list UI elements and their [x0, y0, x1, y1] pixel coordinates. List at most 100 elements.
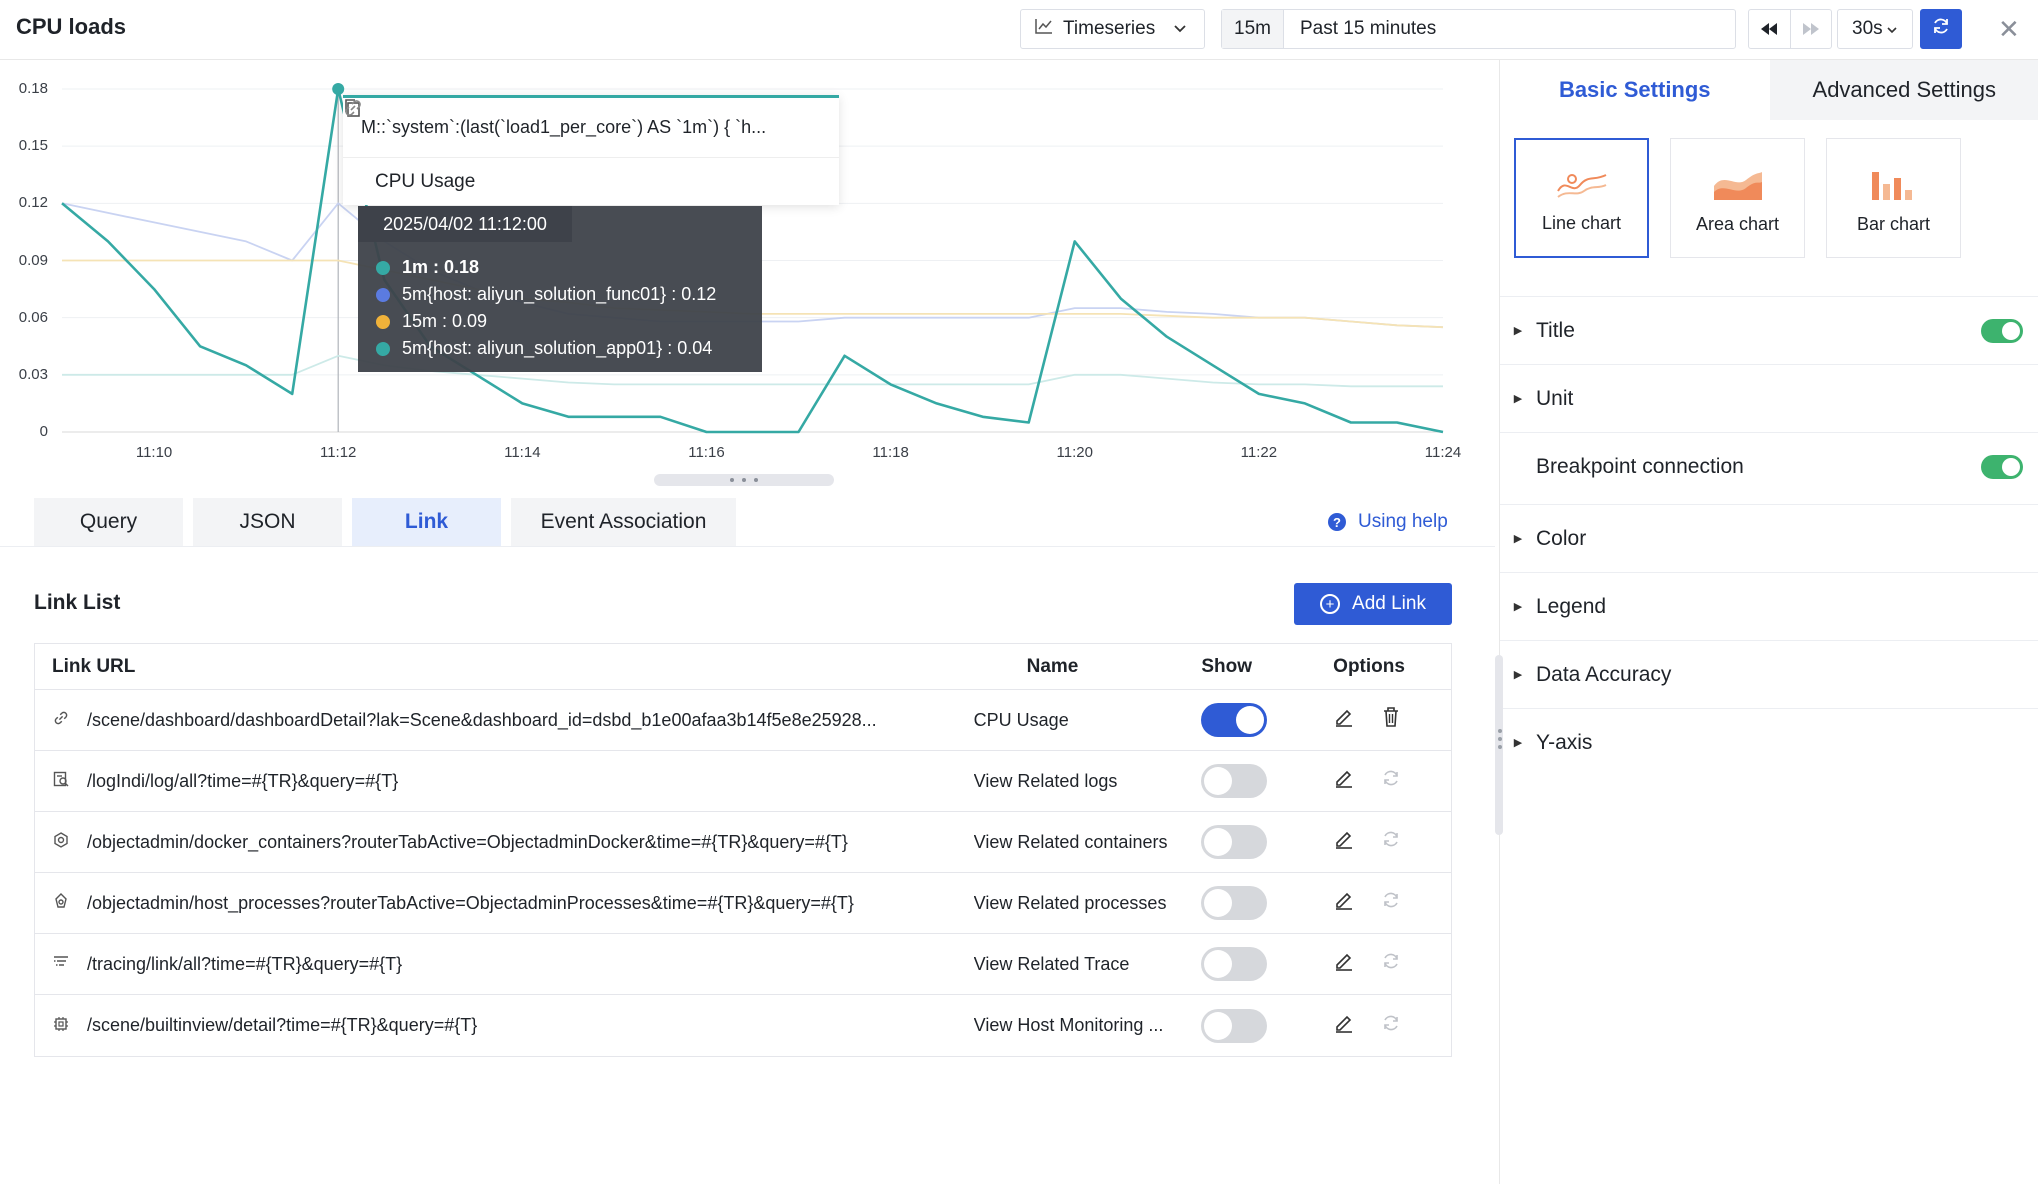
series-popover: M::`system`:(last(`load1_per_core`) AS `…: [343, 95, 839, 205]
options-cell: [1321, 767, 1451, 795]
tab-event-association[interactable]: Event Association: [511, 498, 736, 546]
tab-json[interactable]: JSON: [193, 498, 342, 546]
trash-icon[interactable]: [1381, 706, 1401, 734]
popover-link-label: CPU Usage: [375, 170, 476, 192]
reset-icon[interactable]: [1381, 1013, 1401, 1039]
options-cell: [1321, 950, 1451, 978]
chart-type-area[interactable]: Area chart: [1670, 138, 1805, 258]
series-line-3[interactable]: [62, 354, 1443, 388]
tooltip-item: 1m : 0.18: [376, 254, 716, 281]
caret-right-icon: ▶: [1513, 325, 1523, 337]
tooltip-item: 5m{host: aliyun_solution_app01} : 0.04: [376, 335, 716, 362]
table-row: /objectadmin/host_processes?routerTabAct…: [35, 873, 1451, 934]
show-toggle[interactable]: [1201, 825, 1268, 859]
tab-advanced-settings[interactable]: Advanced Settings: [1769, 60, 2038, 120]
setting-breakpoint-connection[interactable]: Breakpoint connection: [1500, 432, 2038, 500]
show-cell: [1201, 886, 1321, 920]
edit-icon[interactable]: [1333, 1012, 1355, 1040]
caret-right-icon: ▶: [1513, 533, 1523, 545]
link-url-cell: /objectadmin/docker_containers?routerTab…: [35, 832, 974, 853]
link-url: /scene/dashboard/dashboardDetail?lak=Sce…: [87, 709, 877, 730]
editor-tabs: Query JSON Link Event Association: [34, 498, 736, 546]
edit-icon[interactable]: [1333, 889, 1355, 917]
reset-icon[interactable]: [1381, 768, 1401, 794]
time-range-picker[interactable]: 15m Past 15 minutes: [1221, 9, 1736, 49]
series-line-0[interactable]: [61, 87, 1444, 434]
link-url-cell: /logIndi/log/all?time=#{TR}&query=#{T}: [35, 771, 974, 792]
show-cell: [1201, 1008, 1321, 1043]
setting-legend[interactable]: ▶ Legend: [1500, 572, 2038, 640]
help-label: Using help: [1358, 511, 1448, 532]
chart-type-line[interactable]: Line chart: [1514, 138, 1649, 258]
refresh-icon: [1931, 16, 1951, 42]
top-bar: CPU loads Timeseries 15m Past 15 minutes…: [0, 0, 2038, 60]
tooltip-date: 2025/04/02 11:12:00: [358, 206, 572, 242]
edit-icon[interactable]: [1333, 828, 1355, 856]
tooltip-items: 1m : 0.18 5m{host: aliyun_solution_func01…: [376, 254, 716, 362]
setting-data-accuracy[interactable]: ▶ Data Accuracy: [1500, 640, 2038, 708]
show-toggle[interactable]: [1201, 764, 1268, 798]
setting-label: Unit: [1536, 386, 1574, 410]
x-tick-label: 11:12: [319, 444, 357, 461]
show-toggle[interactable]: [1201, 947, 1268, 981]
tooltip-item: 5m{host: aliyun_solution_func01} : 0.12: [376, 281, 716, 308]
reset-icon[interactable]: [1381, 951, 1401, 977]
options-cell: [1321, 828, 1451, 856]
table-body: /scene/dashboard/dashboardDetail?lak=Sce…: [35, 690, 1451, 1056]
add-link-button[interactable]: + Add Link: [1294, 583, 1452, 625]
link-url: /logIndi/log/all?time=#{TR}&query=#{T}: [87, 770, 399, 791]
tooltip-item-label: 15m : 0.09: [402, 311, 488, 331]
setting-title[interactable]: ▶ Title: [1500, 296, 2038, 364]
rewind-icon[interactable]: [1749, 10, 1790, 48]
host-icon: [52, 1016, 70, 1036]
reset-icon[interactable]: [1381, 890, 1401, 916]
container-icon: [52, 832, 70, 852]
x-tick-label: 11:18: [872, 444, 909, 461]
link-url: /objectadmin/docker_containers?routerTab…: [87, 831, 848, 852]
setting-color[interactable]: ▶ Color: [1500, 504, 2038, 572]
process-icon: [52, 893, 70, 913]
show-cell: [1201, 703, 1321, 737]
edit-icon[interactable]: [1333, 767, 1355, 795]
col-show: Show: [1201, 655, 1253, 677]
link-url: /tracing/link/all?time=#{TR}&query=#{T}: [87, 953, 403, 974]
y-tick-label: 0.15: [18, 137, 48, 155]
tab-query[interactable]: Query: [34, 498, 183, 546]
edit-icon[interactable]: [1333, 950, 1355, 978]
setting-toggle[interactable]: [1981, 318, 2023, 343]
y-tick-label: 0: [39, 423, 48, 440]
timeseries-chart: 0 0.03 0.06 0.09 0.12 0.15 0.18 11:10 11:12 11:1…: [0, 60, 1495, 480]
show-toggle[interactable]: [1201, 1008, 1268, 1043]
refresh-button[interactable]: [1920, 9, 1962, 49]
setting-y-axis[interactable]: ▶ Y-axis: [1500, 708, 2038, 776]
show-toggle[interactable]: [1201, 886, 1268, 920]
setting-label: Y-axis: [1536, 730, 1593, 754]
popover-link-item[interactable]: CPU Usage: [343, 100, 839, 205]
tab-basic-settings[interactable]: Basic Settings: [1500, 60, 1770, 120]
tab-link[interactable]: Link: [352, 498, 501, 546]
hover-point: [332, 83, 345, 95]
link-list-title: Link List: [34, 591, 121, 614]
setting-unit[interactable]: ▶ Unit: [1500, 364, 2038, 432]
link-url: /scene/builtinview/detail?time=#{TR}&que…: [87, 1015, 478, 1035]
close-icon[interactable]: ✕: [1998, 14, 2020, 44]
bar-chart-icon: [1871, 172, 1912, 200]
reset-icon[interactable]: [1381, 829, 1401, 855]
using-help-link[interactable]: ? Using help: [1328, 511, 1448, 533]
resize-handle[interactable]: [654, 474, 834, 486]
setting-toggle[interactable]: [1981, 454, 2023, 479]
add-link-label: Add Link: [1352, 593, 1426, 614]
panel-splitter[interactable]: [1497, 725, 1503, 757]
viz-type-select[interactable]: Timeseries: [1020, 9, 1205, 49]
page-title: CPU loads: [16, 14, 127, 39]
y-tick-label: 0.12: [18, 194, 48, 212]
table-row: /tracing/link/all?time=#{TR}&query=#{T} V…: [35, 934, 1451, 995]
refresh-interval-select[interactable]: 30s: [1837, 9, 1913, 49]
fast-forward-icon[interactable]: [1789, 10, 1832, 48]
edit-icon[interactable]: [1333, 706, 1355, 734]
show-toggle[interactable]: [1201, 703, 1268, 737]
chart-type-bar[interactable]: Bar chart: [1826, 138, 1961, 258]
trace-icon: [52, 954, 70, 974]
y-tick-label: 0.06: [18, 308, 48, 326]
area-chart-icon: [1713, 172, 1762, 200]
